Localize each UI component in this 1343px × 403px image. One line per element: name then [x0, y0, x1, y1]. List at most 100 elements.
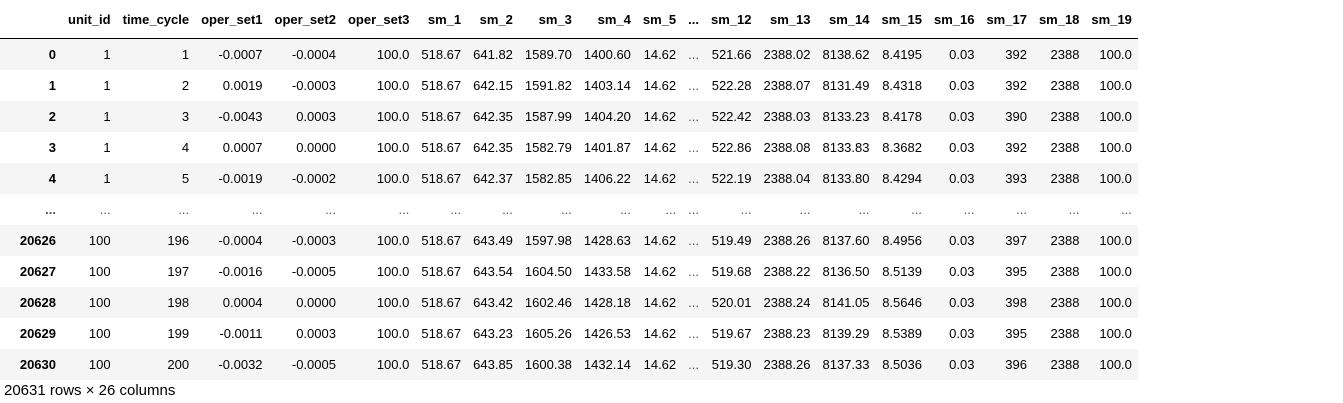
table-cell: ... — [688, 109, 699, 124]
table-cell: 0.03 — [949, 233, 975, 248]
table-cell: 518.67 — [421, 326, 462, 341]
table-cell: 643.49 — [473, 233, 513, 248]
table-cell: ... — [620, 202, 631, 217]
header-row: unit_id time_cycle oper_set1 oper_set2 oper_… — [0, 0, 1138, 39]
column-header: sm_15 — [875, 0, 928, 39]
table-cell: -0.0032 — [218, 357, 263, 372]
table-row: 0 1 1 -0.0007 -0.0004 100.0 518.67 641.82 1589.7… — [0, 38, 1138, 70]
row-index: 20630 — [19, 357, 56, 372]
table-cell: 643.23 — [473, 326, 513, 341]
table-cell: 2388 — [1050, 357, 1080, 372]
table-cell: 0.03 — [949, 109, 975, 124]
column-header: sm_3 — [518, 0, 578, 39]
table-cell: 100 — [88, 326, 111, 341]
table-cell: ... — [561, 202, 572, 217]
dataframe-shape-text: 20631 rows × 26 columns — [4, 382, 176, 399]
table-row: 20630 100 200 -0.0032 -0.0005 100.0 518.67 643.… — [0, 349, 1138, 380]
row-index: 1 — [48, 78, 56, 93]
table-cell: ... — [688, 140, 699, 155]
table-cell: 100.0 — [1099, 264, 1132, 279]
table-cell: 100.0 — [1099, 78, 1132, 93]
table-cell: 2388.07 — [763, 78, 811, 93]
table-cell: ... — [688, 326, 699, 341]
table-cell: 1 — [103, 47, 111, 62]
table-cell: 100.0 — [1099, 140, 1132, 155]
table-cell: 1 — [103, 171, 111, 186]
table-cell: -0.0003 — [291, 233, 336, 248]
table-cell: 8.3682 — [882, 140, 922, 155]
table-cell: 2388.08 — [763, 140, 811, 155]
table-cell: ... — [178, 202, 190, 217]
table-cell: 2388.03 — [763, 109, 811, 124]
table-cell: 100.0 — [1099, 47, 1132, 62]
column-header: sm_16 — [927, 0, 981, 39]
table-cell: 197 — [167, 264, 190, 279]
table-cell: ... — [251, 202, 263, 217]
table-cell: 642.35 — [473, 140, 513, 155]
table-cell: ... — [325, 202, 336, 217]
table-cell: 200 — [167, 357, 190, 372]
table-cell: 1428.18 — [583, 295, 631, 310]
table-cell: 396 — [1005, 357, 1027, 372]
table-cell: 2388 — [1050, 233, 1080, 248]
table-cell: 196 — [167, 233, 190, 248]
row-index: ... — [45, 202, 56, 217]
table-cell: 14.62 — [643, 357, 677, 372]
table-cell: 199 — [167, 326, 190, 341]
table-cell: 2388 — [1050, 47, 1080, 62]
table-cell: 100 — [88, 295, 111, 310]
table-cell: 520.01 — [711, 295, 752, 310]
table-cell: 522.28 — [711, 78, 752, 93]
table-cell: 100.0 — [376, 326, 410, 341]
table-cell: 100.0 — [376, 171, 410, 186]
table-header: unit_id time_cycle oper_set1 oper_set2 oper_… — [0, 0, 1138, 39]
table-cell: 518.67 — [421, 295, 462, 310]
table-cell: ... — [911, 202, 922, 217]
table-cell: 1582.85 — [524, 171, 572, 186]
table-cell: 398 — [1005, 295, 1027, 310]
table-cell: 8.5389 — [882, 326, 922, 341]
table-cell: 1602.46 — [524, 295, 572, 310]
table-cell: 0.0019 — [222, 78, 263, 93]
table-cell: 1432.14 — [583, 357, 631, 372]
column-header: unit_id — [62, 0, 117, 39]
table-cell: 1591.82 — [524, 78, 572, 93]
table-row: ........................................… — [0, 194, 1138, 225]
table-cell: 8.4178 — [882, 109, 922, 124]
table-cell: -0.0004 — [291, 47, 336, 62]
table-cell: -0.0007 — [218, 47, 263, 62]
table-cell: 395 — [1005, 326, 1027, 341]
table-cell: ... — [450, 202, 462, 217]
table-cell: 521.66 — [711, 47, 752, 62]
table-cell: 518.67 — [421, 171, 462, 186]
table-cell: 100.0 — [376, 357, 410, 372]
column-header: sm_19 — [1085, 0, 1138, 39]
table-cell: 1403.14 — [583, 78, 631, 93]
table-cell: 8131.49 — [822, 78, 870, 93]
row-index: 4 — [48, 171, 56, 186]
table-cell: 198 — [167, 295, 190, 310]
table-row: 4 1 5 -0.0019 -0.0002 100.0 518.67 642.37 1582.8… — [0, 163, 1138, 194]
table-cell: 100.0 — [1099, 171, 1132, 186]
dataframe-table: unit_id time_cycle oper_set1 oper_set2 oper_… — [0, 0, 1138, 380]
table-cell: 2388 — [1050, 295, 1080, 310]
table-cell: 8137.33 — [822, 357, 870, 372]
table-cell: 1404.20 — [583, 109, 631, 124]
table-cell: 100.0 — [1099, 326, 1132, 341]
table-cell: 2388 — [1050, 171, 1080, 186]
table-cell: 0.03 — [949, 47, 975, 62]
table-cell: 8141.05 — [822, 295, 870, 310]
table-cell: 8136.50 — [822, 264, 870, 279]
table-cell: 100 — [88, 357, 111, 372]
table-cell: 1401.87 — [583, 140, 631, 155]
table-cell: 2388.02 — [763, 47, 811, 62]
table-cell: -0.0004 — [218, 233, 263, 248]
table-cell: 397 — [1005, 233, 1027, 248]
table-cell: 1604.50 — [524, 264, 572, 279]
table-cell: 642.15 — [473, 78, 513, 93]
table-cell: 2388 — [1050, 264, 1080, 279]
table-cell: 100.0 — [376, 109, 410, 124]
table-cell: 2388 — [1050, 109, 1080, 124]
column-header: sm_4 — [577, 0, 637, 39]
table-cell: 2388.22 — [763, 264, 811, 279]
